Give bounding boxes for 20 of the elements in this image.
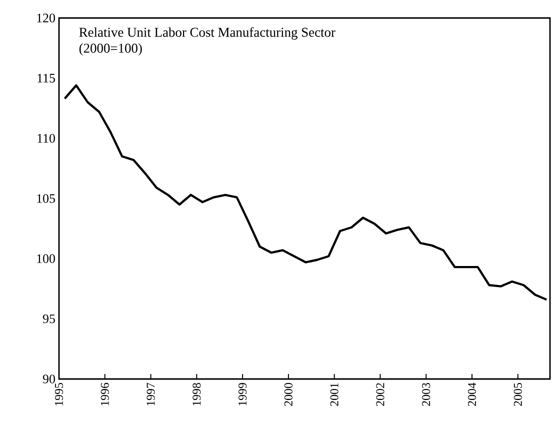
x-tick-label: 1999 <box>238 383 247 406</box>
y-tick-label: 115 <box>38 74 55 82</box>
y-tick-label: 95 <box>42 314 55 324</box>
x-tick-label: 1998 <box>192 382 201 406</box>
y-tick-label: 90 <box>42 374 55 384</box>
x-tick-label: 2005 <box>514 382 522 406</box>
x-tick-label: 1996 <box>100 382 109 406</box>
y-tick-label: 105 <box>37 194 55 203</box>
y-tick-label: 110 <box>38 134 55 143</box>
y-tick-label: 100 <box>37 254 55 264</box>
x-tick-label: 2001 <box>330 383 338 406</box>
x-tick-label: 2000 <box>284 382 292 406</box>
x-tick-label: 2002 <box>376 383 384 406</box>
text: Relative Unit Labor Cost Manufacturing Sector <box>79 27 336 40</box>
x-tick-label: 2003 <box>422 382 430 406</box>
text: (2000=100) <box>79 43 142 56</box>
x-tick-label: 1997 <box>146 382 155 406</box>
y-tick-label: 120 <box>37 14 55 22</box>
x-tick-label: 1995 <box>54 382 64 406</box>
x-tick-label: 2004 <box>468 382 476 406</box>
